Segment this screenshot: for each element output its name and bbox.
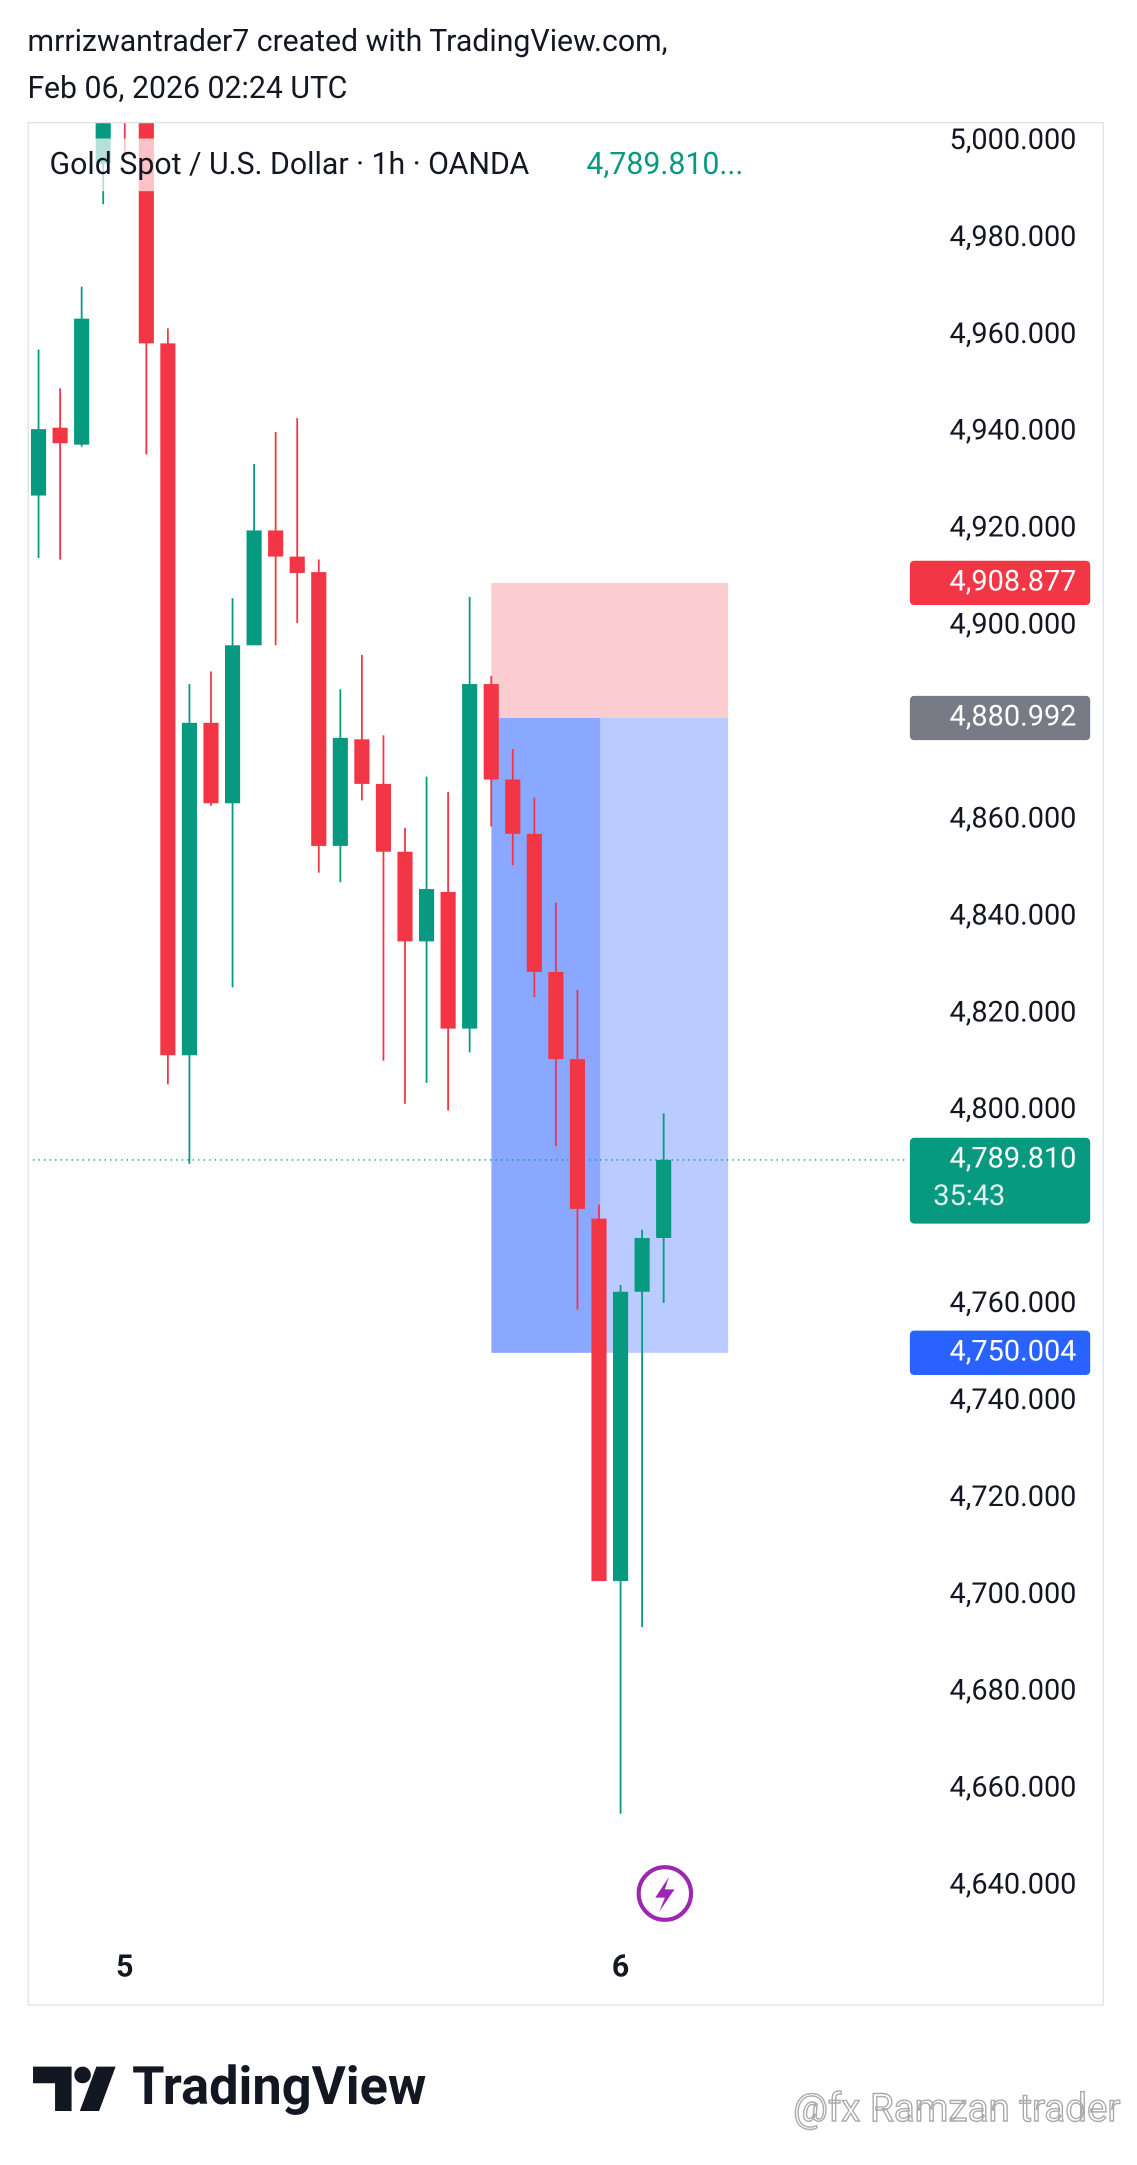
- candle-body: [483, 684, 499, 780]
- candle-body: [569, 1059, 586, 1209]
- candle-body: [634, 1237, 650, 1292]
- legend-bg: [41, 138, 771, 192]
- y-tick-label: 4,980.000: [949, 220, 1076, 254]
- date-line: Feb 06, 2026 02:24 UTC: [28, 71, 348, 106]
- candle-body: [289, 556, 305, 574]
- candle-body: [74, 318, 90, 445]
- y-tick-label: 4,900.000: [949, 607, 1076, 641]
- y-tick-label: 5,000.000: [949, 123, 1076, 157]
- y-tick-label: 4,940.000: [949, 414, 1076, 448]
- price-axis: 4,640.000 4,660.000 4,680.000 4,700.000 4,72…: [909, 123, 1091, 1902]
- price-label-bg: [909, 560, 1091, 606]
- y-tick-label: 4,920.000: [949, 511, 1076, 545]
- candle-body: [52, 427, 68, 444]
- last-price-bg: [909, 1137, 1091, 1224]
- last-price-label: 4,789.810: [949, 1142, 1076, 1176]
- candle-body: [656, 1159, 672, 1238]
- legend-symbol: Gold Spot / U.S. Dollar · 1h · OANDA: [50, 147, 530, 182]
- y-tick-label: 4,840.000: [949, 898, 1076, 932]
- target-zone: [491, 718, 729, 1353]
- candle-body: [246, 530, 262, 646]
- author-line: mrrizwantrader7 created with TradingView…: [28, 24, 668, 59]
- y-tick-label: 4,740.000: [949, 1383, 1076, 1417]
- candle-body: [397, 851, 413, 942]
- tradingview-logo: [33, 2066, 116, 2111]
- candle-body: [418, 889, 435, 942]
- legend-value: 4,789.810...: [586, 147, 743, 182]
- candle-body: [505, 779, 521, 834]
- y-tick-label: 4,960.000: [949, 317, 1076, 351]
- x-tick-label: 5: [116, 1949, 133, 1984]
- candle-body: [440, 891, 456, 1029]
- candle-body: [160, 343, 176, 1056]
- candle-body: [311, 572, 327, 846]
- candle-body: [30, 429, 47, 496]
- candle-body: [462, 684, 478, 1029]
- brand: TradingView: [132, 2055, 426, 2117]
- price-label-bg: [909, 1330, 1091, 1375]
- y-tick-label: 4,800.000: [949, 1092, 1076, 1126]
- plot-area: [28, 123, 909, 1814]
- y-tick-label: 4,860.000: [949, 801, 1076, 835]
- y-tick-label: 4,660.000: [949, 1771, 1076, 1805]
- candle-body: [332, 737, 348, 846]
- x-tick-label: 6: [612, 1949, 629, 1984]
- price-label: 4,880.992: [949, 700, 1076, 734]
- y-tick-label: 4,700.000: [949, 1577, 1076, 1611]
- candle-body: [224, 645, 241, 804]
- price-label: 4,750.004: [949, 1334, 1076, 1368]
- alert-icon: [636, 1865, 694, 1922]
- candle-body: [591, 1218, 607, 1582]
- candle-body: [354, 739, 370, 784]
- y-tick-label: 4,640.000: [949, 1868, 1076, 1902]
- candle-body: [612, 1291, 629, 1582]
- stop-zone: [491, 582, 729, 719]
- candle-body: [548, 971, 564, 1060]
- y-tick-label: 4,820.000: [949, 995, 1076, 1029]
- y-tick-label: 4,720.000: [949, 1480, 1076, 1514]
- candle-body: [268, 530, 284, 557]
- chart-frame: [27, 121, 1104, 2006]
- candle-body: [526, 833, 542, 972]
- price-label: 4,908.877: [949, 564, 1076, 598]
- candle-body: [181, 722, 198, 1056]
- watermark: @fx Ramzan trader: [793, 2086, 1120, 2131]
- price-label-bg: [909, 695, 1091, 741]
- countdown: 35:43: [933, 1179, 1005, 1213]
- y-tick-label: 4,760.000: [949, 1286, 1076, 1320]
- candle-body: [203, 722, 219, 804]
- candle-body: [138, 123, 154, 344]
- candle-body: [375, 783, 392, 852]
- y-tick-label: 4,680.000: [949, 1674, 1076, 1708]
